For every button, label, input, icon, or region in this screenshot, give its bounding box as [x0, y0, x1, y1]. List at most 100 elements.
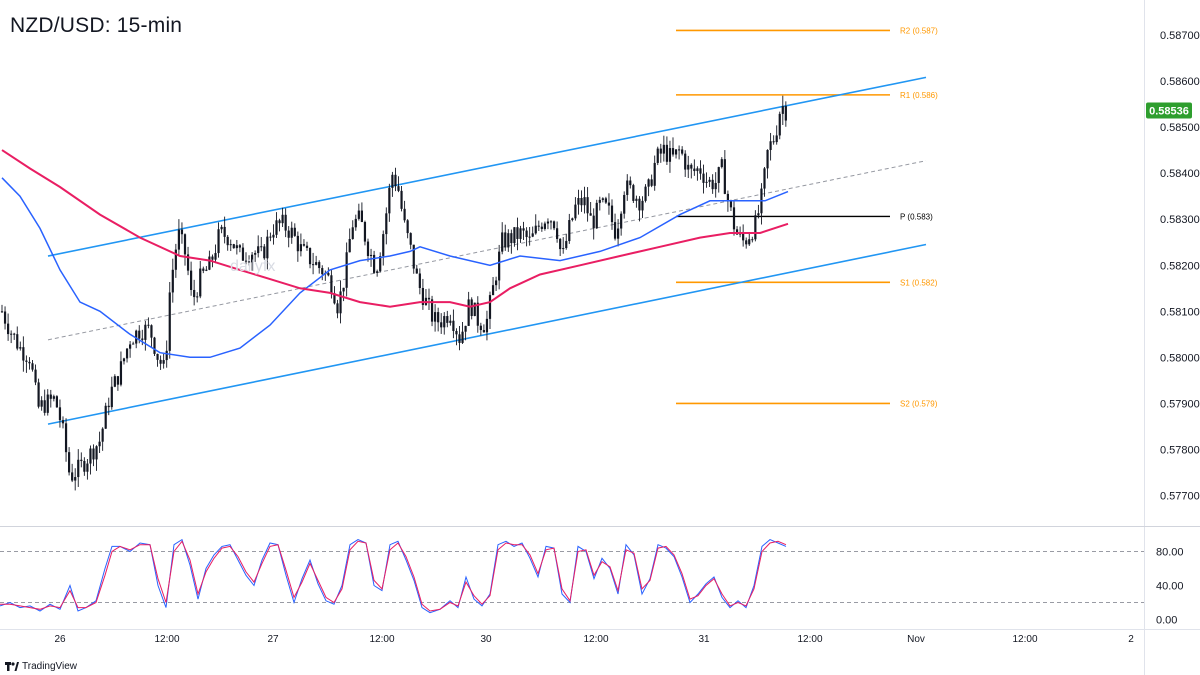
candle-body [644, 186, 647, 201]
candle-body [107, 405, 110, 408]
candle-body [74, 477, 77, 481]
candle-body [568, 220, 571, 242]
candle [241, 243, 245, 262]
candle-body [211, 256, 214, 260]
candle [434, 304, 437, 332]
candle [77, 449, 80, 487]
candle-body [696, 168, 699, 172]
candle-body [153, 337, 156, 354]
candle-body [571, 218, 574, 221]
candle-body [226, 236, 229, 246]
candle-body [260, 246, 263, 248]
candle-body [763, 168, 766, 189]
candle [482, 324, 485, 333]
candle-body [144, 324, 147, 340]
candle-body [266, 236, 269, 259]
candle-body [110, 386, 113, 408]
candle-body [607, 202, 611, 206]
candle [177, 219, 180, 256]
candle-body [363, 221, 367, 242]
candle-body [190, 270, 193, 290]
candle-body [275, 220, 278, 235]
candle [644, 184, 647, 203]
candle [263, 244, 266, 260]
candle-body [665, 144, 668, 162]
candle-body [699, 168, 702, 174]
candle-body [373, 254, 376, 273]
candle-body [89, 448, 92, 464]
candle [601, 197, 604, 203]
candle [488, 291, 492, 330]
candle-body [34, 369, 37, 383]
candle [656, 146, 659, 166]
candle [156, 353, 159, 367]
candle [653, 155, 656, 191]
candle [516, 217, 519, 251]
candle [693, 159, 696, 176]
candle-body [214, 253, 217, 260]
candle-body [690, 164, 693, 169]
candle-body [656, 148, 659, 163]
candle [632, 183, 635, 203]
candle [220, 224, 223, 234]
candle [354, 214, 357, 231]
candle [766, 149, 769, 179]
candle [592, 208, 595, 240]
candle [479, 322, 482, 336]
candle [647, 178, 650, 197]
candle [507, 229, 510, 252]
candle [113, 374, 116, 388]
price-tick-label: 0.58100 [1160, 306, 1200, 318]
candle [641, 196, 644, 219]
candle-body [479, 325, 482, 331]
candle [348, 228, 351, 253]
candle [382, 230, 385, 266]
candle [665, 136, 668, 165]
candle [446, 310, 449, 328]
candle-body [333, 293, 336, 304]
candle-body [98, 441, 101, 447]
pivot-level-label: R2 (0.587) [900, 26, 938, 35]
candle [781, 95, 784, 126]
candle [732, 200, 736, 236]
candle-body [193, 289, 196, 298]
candle-body [254, 253, 257, 255]
candle-body [757, 213, 760, 216]
tradingview-brand[interactable]: TradingView [5, 661, 77, 672]
candle [668, 140, 672, 173]
candle [366, 238, 370, 262]
candle-body [104, 405, 107, 429]
candle [546, 218, 550, 230]
candle [717, 166, 720, 193]
candle-body [7, 323, 10, 335]
candle [19, 341, 22, 351]
candle [531, 226, 534, 238]
stoch-tick-label: 0.00 [1156, 615, 1177, 627]
candle-body [476, 302, 479, 326]
candle [25, 355, 28, 373]
last-price-badge-label: 0.58536 [1149, 106, 1189, 118]
candle-body [510, 233, 513, 244]
candle-body [684, 153, 687, 170]
candle [678, 145, 681, 160]
candle [620, 211, 623, 236]
candle [116, 375, 119, 391]
pivot-level-label: S2 (0.579) [900, 399, 938, 408]
candle [345, 242, 348, 297]
candle-body [49, 394, 52, 399]
candle [690, 163, 693, 179]
candle [235, 239, 238, 255]
price-tick-label: 0.57700 [1160, 491, 1200, 503]
candle [147, 317, 150, 329]
candle-body [385, 213, 388, 235]
candle-body [580, 197, 583, 206]
candle [674, 149, 678, 159]
candle-body [742, 232, 745, 241]
candle-body [769, 141, 772, 150]
candle [312, 252, 315, 275]
candle [80, 452, 83, 468]
candle-body [491, 285, 495, 296]
candle-body [708, 179, 711, 182]
candle-body [549, 221, 553, 223]
